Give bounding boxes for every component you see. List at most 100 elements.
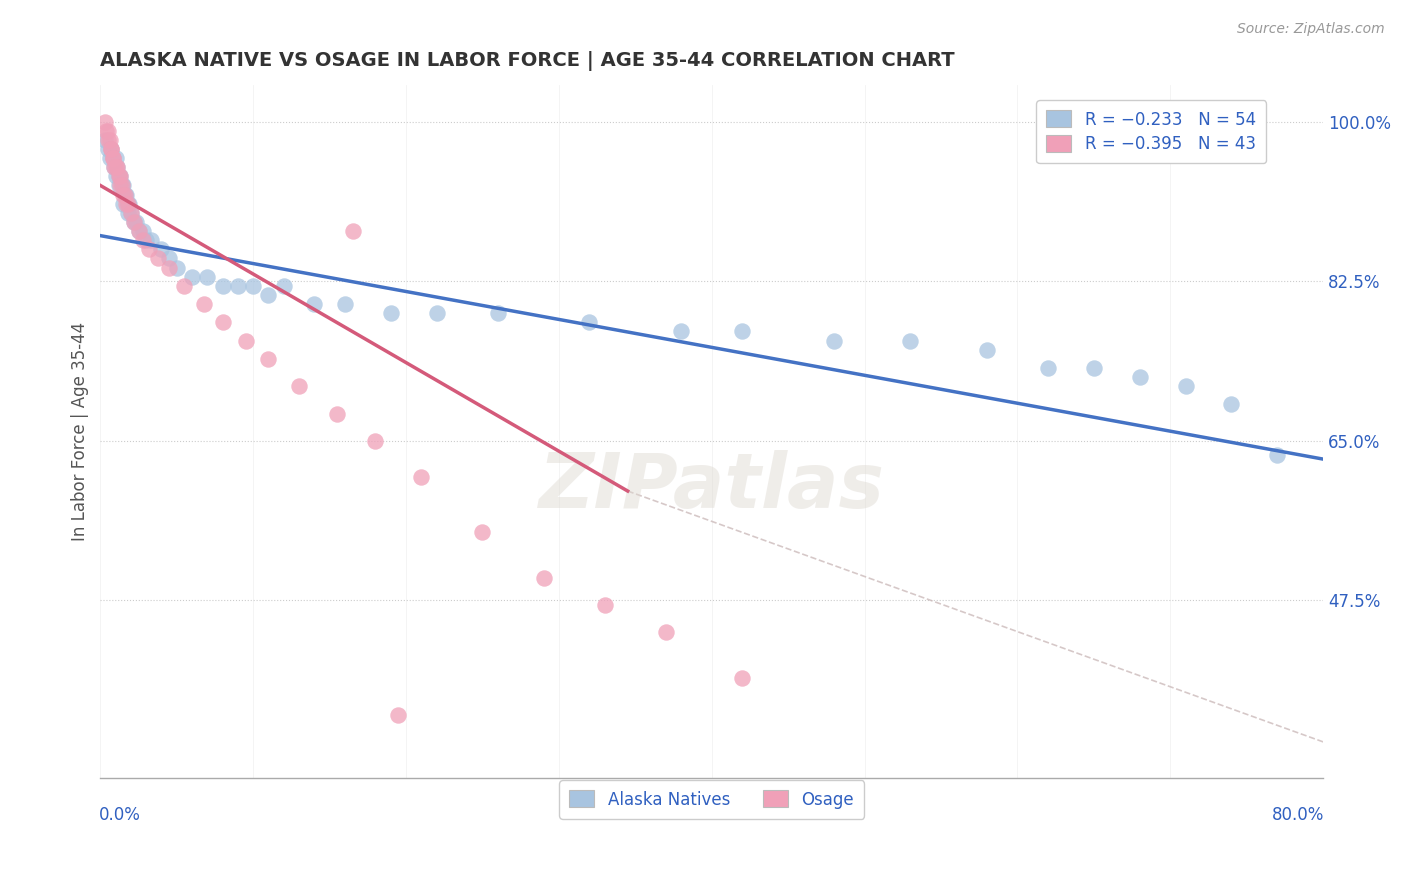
Point — [128, 224, 150, 238]
Point — [226, 278, 249, 293]
Point — [97, 124, 120, 138]
Point — [112, 196, 135, 211]
Point — [111, 178, 134, 193]
Point — [132, 224, 155, 238]
Point — [471, 525, 494, 540]
Point — [193, 297, 215, 311]
Point — [257, 288, 280, 302]
Point — [100, 142, 122, 156]
Point — [1174, 379, 1197, 393]
Point — [111, 178, 134, 193]
Point — [823, 334, 845, 348]
Text: 80.0%: 80.0% — [1272, 805, 1324, 823]
Point — [900, 334, 922, 348]
Point — [976, 343, 998, 357]
Point — [211, 278, 233, 293]
Point — [101, 151, 124, 165]
Point — [114, 187, 136, 202]
Point — [122, 215, 145, 229]
Point — [139, 233, 162, 247]
Point — [257, 351, 280, 366]
Point — [114, 187, 136, 202]
Point — [304, 297, 326, 311]
Point — [94, 114, 117, 128]
Point — [731, 671, 754, 685]
Point — [117, 196, 139, 211]
Point — [112, 178, 135, 193]
Point — [97, 133, 120, 147]
Point — [110, 178, 132, 193]
Y-axis label: In Labor Force | Age 35-44: In Labor Force | Age 35-44 — [72, 322, 89, 541]
Point — [101, 151, 124, 165]
Point — [242, 278, 264, 293]
Legend: Alaska Natives, Osage: Alaska Natives, Osage — [560, 780, 865, 819]
Point — [110, 169, 132, 184]
Point — [1265, 448, 1288, 462]
Point — [288, 379, 311, 393]
Point — [96, 124, 118, 138]
Point — [120, 206, 142, 220]
Point — [100, 142, 122, 156]
Point — [98, 133, 121, 147]
Point — [326, 407, 349, 421]
Point — [104, 160, 127, 174]
Point — [411, 470, 433, 484]
Text: 0.0%: 0.0% — [98, 805, 141, 823]
Point — [426, 306, 449, 320]
Point — [181, 269, 204, 284]
Point — [110, 169, 132, 184]
Point — [669, 325, 692, 339]
Point — [1083, 360, 1105, 375]
Point — [107, 169, 129, 184]
Point — [166, 260, 188, 275]
Point — [112, 187, 135, 202]
Point — [138, 242, 160, 256]
Point — [117, 196, 139, 211]
Point — [578, 315, 600, 329]
Point — [211, 315, 233, 329]
Point — [128, 224, 150, 238]
Point — [342, 224, 364, 238]
Point — [1220, 397, 1243, 411]
Point — [100, 142, 122, 156]
Point — [132, 233, 155, 247]
Point — [107, 169, 129, 184]
Text: Source: ZipAtlas.com: Source: ZipAtlas.com — [1237, 22, 1385, 37]
Point — [387, 707, 409, 722]
Point — [195, 269, 218, 284]
Point — [97, 142, 120, 156]
Point — [333, 297, 356, 311]
Point — [103, 160, 125, 174]
Point — [150, 242, 173, 256]
Point — [273, 278, 295, 293]
Point — [98, 151, 121, 165]
Point — [593, 598, 616, 612]
Point — [1036, 360, 1059, 375]
Point — [157, 260, 180, 275]
Point — [122, 215, 145, 229]
Point — [115, 196, 138, 211]
Point — [101, 151, 124, 165]
Point — [104, 169, 127, 184]
Text: ZIPatlas: ZIPatlas — [538, 450, 884, 524]
Point — [105, 160, 128, 174]
Point — [115, 187, 138, 202]
Point — [120, 206, 142, 220]
Point — [235, 334, 257, 348]
Point — [1129, 370, 1152, 384]
Point — [173, 278, 195, 293]
Point — [533, 571, 555, 585]
Point — [103, 160, 125, 174]
Point — [486, 306, 509, 320]
Point — [118, 196, 141, 211]
Point — [105, 160, 128, 174]
Point — [148, 252, 170, 266]
Point — [104, 151, 127, 165]
Point — [94, 133, 117, 147]
Text: ALASKA NATIVE VS OSAGE IN LABOR FORCE | AGE 35-44 CORRELATION CHART: ALASKA NATIVE VS OSAGE IN LABOR FORCE | … — [100, 51, 955, 70]
Point — [731, 325, 754, 339]
Point — [655, 625, 678, 640]
Point — [107, 178, 129, 193]
Point — [135, 233, 157, 247]
Point — [364, 434, 387, 448]
